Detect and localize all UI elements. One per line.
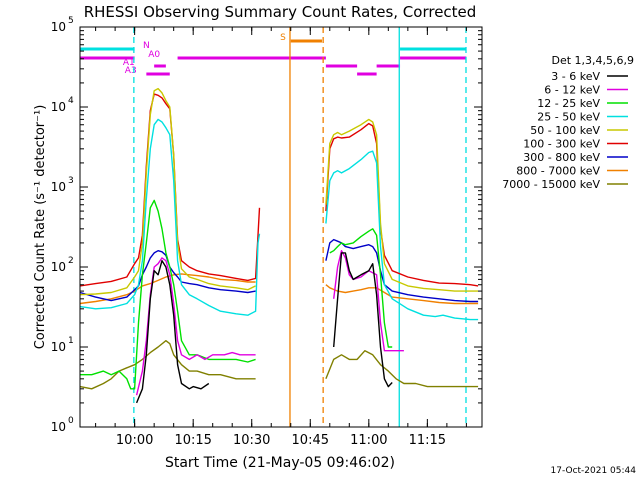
series-line xyxy=(325,150,479,321)
x-tick-label: 10:30 xyxy=(233,433,270,448)
y-tick-label: 10 xyxy=(51,20,66,34)
chart-title: RHESSI Observing Summary Count Rates, Co… xyxy=(84,3,477,21)
timestamp: 17-Oct-2021 05:44 xyxy=(551,466,637,476)
x-tick-label: 10:00 xyxy=(116,433,153,448)
legend-label: 800 - 7000 keV xyxy=(516,165,600,178)
x-axis: 10:00 10:15 10:30 10:45 11:00 11:15 xyxy=(95,27,467,448)
legend-label: 300 - 800 keV xyxy=(523,151,600,164)
y-tick-exponent: 0 xyxy=(68,416,74,426)
legend-label: 3 - 6 keV xyxy=(551,70,600,83)
series-line xyxy=(333,252,393,388)
legend-label: 100 - 300 keV xyxy=(523,138,600,151)
x-tick-label: 11:15 xyxy=(409,433,446,448)
series-line xyxy=(135,260,210,404)
legend-label: 7000 - 15000 keV xyxy=(502,178,600,191)
series-line xyxy=(333,249,404,352)
flag-label: A1 xyxy=(123,58,135,68)
series-line xyxy=(329,228,393,348)
series-line xyxy=(79,340,256,390)
y-tick-label: 10 xyxy=(51,340,66,354)
y-tick-label: 10 xyxy=(51,180,66,194)
y-tick-exponent: 2 xyxy=(68,256,74,266)
series-line xyxy=(79,93,261,287)
plot-area xyxy=(79,87,479,404)
series-line xyxy=(325,350,479,388)
y-axis-label: Corrected Count Rate (s⁻¹ detector⁻¹) xyxy=(33,105,48,350)
flag-label: A3 xyxy=(125,66,137,76)
series-line xyxy=(325,238,479,303)
series-line xyxy=(79,87,256,296)
series-line xyxy=(325,118,479,292)
y-tick-exponent: 1 xyxy=(68,336,74,346)
series-line xyxy=(325,122,479,287)
x-tick-label: 10:15 xyxy=(174,433,211,448)
x-tick-label: 10:45 xyxy=(292,433,329,448)
y-tick-exponent: 5 xyxy=(68,16,74,26)
series-line xyxy=(80,199,256,390)
flag-label: A0 xyxy=(148,50,160,60)
x-tick-label: 11:00 xyxy=(350,433,387,448)
legend-label: 12 - 25 keV xyxy=(537,97,600,110)
legend-label: 6 - 12 keV xyxy=(544,84,600,97)
y-tick-label: 10 xyxy=(51,420,66,434)
legend-label: 50 - 100 keV xyxy=(530,124,600,137)
series-line xyxy=(325,284,479,305)
time-markers xyxy=(133,27,467,427)
y-tick-exponent: 3 xyxy=(68,176,74,186)
legend-header: Det 1,3,4,5,6,9 xyxy=(551,54,634,67)
flag-label: S xyxy=(280,33,286,43)
series-line xyxy=(79,118,261,316)
series-line xyxy=(79,249,256,302)
y-tick-label: 10 xyxy=(51,260,66,274)
y-tick-exponent: 4 xyxy=(68,96,74,106)
x-axis-label: Start Time (21-May-05 09:46:02) xyxy=(165,455,395,471)
flag-label: N xyxy=(143,41,150,51)
legend-label: 25 - 50 keV xyxy=(537,111,600,124)
plot-frame xyxy=(79,26,483,428)
y-tick-label: 10 xyxy=(51,100,66,114)
